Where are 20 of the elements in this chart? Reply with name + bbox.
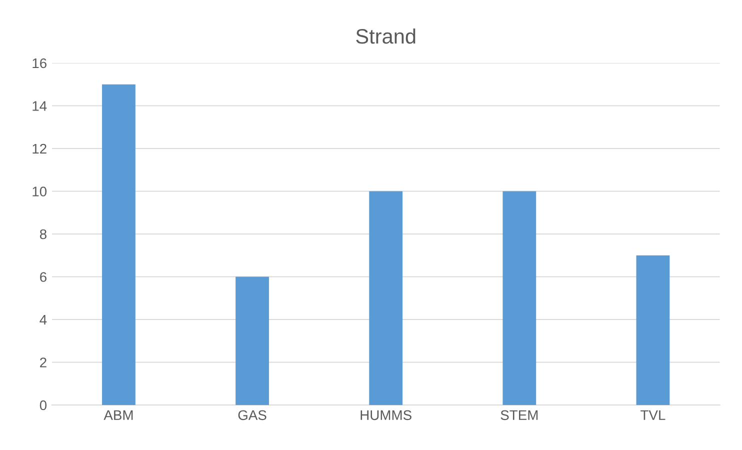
y-tick-label: 2 bbox=[40, 358, 46, 368]
x-tick-label: ABM bbox=[104, 410, 133, 420]
y-tick-label: 4 bbox=[40, 314, 47, 325]
y-tick-label: 0 bbox=[40, 400, 47, 410]
y-tick-label: 16 bbox=[32, 58, 46, 68]
x-tick-label: HUMMS bbox=[360, 410, 412, 420]
y-tick-label: 6 bbox=[40, 272, 46, 282]
x-tick-label: GAS bbox=[238, 410, 266, 420]
y-tick-label: 14 bbox=[32, 101, 47, 111]
y-tick-label: 8 bbox=[40, 229, 46, 240]
x-tick-label: TVL bbox=[640, 410, 666, 420]
chart-title: Strand bbox=[356, 28, 416, 44]
y-tick-label: 12 bbox=[32, 144, 46, 154]
bar bbox=[236, 276, 269, 405]
bar bbox=[102, 84, 136, 405]
y-tick-label: 10 bbox=[32, 186, 47, 196]
bar bbox=[502, 191, 536, 405]
bar bbox=[369, 191, 403, 405]
x-tick-label: STEM bbox=[500, 410, 538, 420]
bar bbox=[636, 255, 670, 405]
